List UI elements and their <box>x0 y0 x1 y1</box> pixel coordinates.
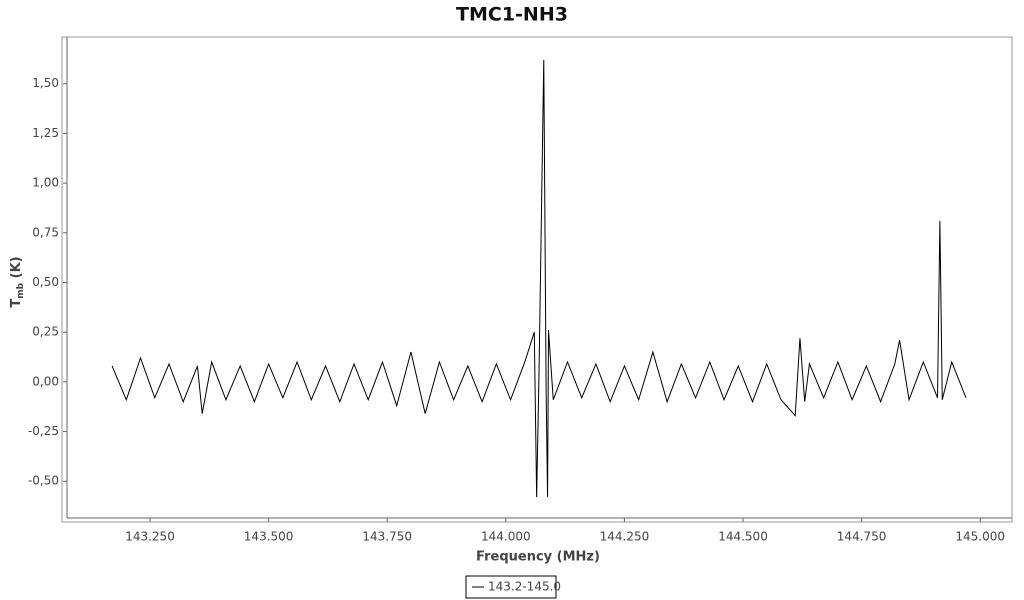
x-tick-label: 143.500 <box>244 530 294 544</box>
x-axis-title: Frequency (MHz) <box>476 550 600 565</box>
x-tick-label: 144.250 <box>600 530 650 544</box>
legend-label: 143.2-145.0 <box>488 580 561 594</box>
y-title-sub: mb <box>16 282 26 298</box>
y-tick-label: -0,25 <box>28 424 59 438</box>
x-tick-label: 143.250 <box>125 530 175 544</box>
y-tick-label: 1,50 <box>32 76 59 90</box>
x-tick-label: 144.000 <box>481 530 531 544</box>
x-tick-label: 144.500 <box>718 530 768 544</box>
plot-frame <box>61 36 1013 523</box>
y-tick-label: 1,25 <box>32 126 59 140</box>
legend: 143.2-145.0 <box>465 575 561 599</box>
x-tick-label: 144.750 <box>837 530 887 544</box>
legend-box <box>465 575 557 599</box>
x-tick-label: 145.000 <box>955 530 1005 544</box>
x-tick-label: 143.750 <box>362 530 412 544</box>
chart-title: TMC1-NH3 <box>456 4 568 26</box>
y-tick-label: 0,50 <box>32 275 59 289</box>
y-tick-label: 0,75 <box>32 225 59 239</box>
y-title-main: T <box>9 299 24 308</box>
y-axis-title: Tmb (K) <box>9 256 26 307</box>
y-tick-label: 0,25 <box>32 325 59 339</box>
y-tick-label: -0,50 <box>28 474 59 488</box>
y-tick-label: 0,00 <box>32 374 59 388</box>
spectrum-line <box>111 59 967 498</box>
y-title-unit: (K) <box>9 256 24 282</box>
y-tick-label: 1,00 <box>32 176 59 190</box>
